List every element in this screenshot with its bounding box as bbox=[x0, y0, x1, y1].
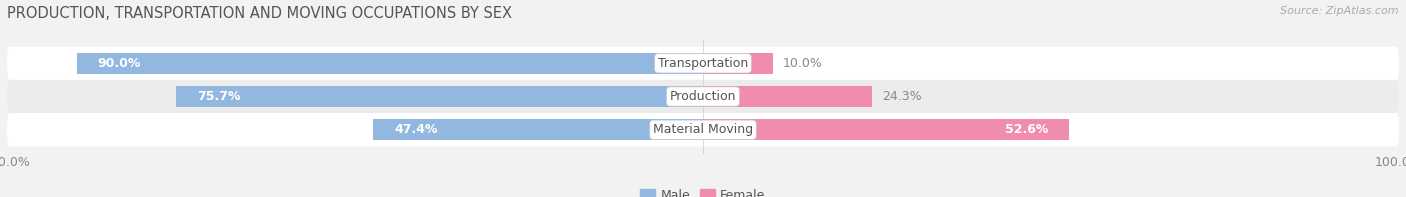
Text: Transportation: Transportation bbox=[658, 57, 748, 70]
Text: 47.4%: 47.4% bbox=[394, 123, 437, 136]
Bar bbox=[76, 53, 703, 74]
Text: Material Moving: Material Moving bbox=[652, 123, 754, 136]
Text: 24.3%: 24.3% bbox=[883, 90, 922, 103]
FancyBboxPatch shape bbox=[7, 47, 1399, 80]
Text: Source: ZipAtlas.com: Source: ZipAtlas.com bbox=[1281, 6, 1399, 16]
Bar bbox=[373, 119, 703, 140]
Legend: Male, Female: Male, Female bbox=[636, 184, 770, 197]
FancyBboxPatch shape bbox=[7, 113, 1399, 146]
Bar bbox=[703, 53, 773, 74]
FancyBboxPatch shape bbox=[7, 80, 1399, 113]
Text: Production: Production bbox=[669, 90, 737, 103]
Bar bbox=[703, 86, 872, 107]
Bar bbox=[703, 119, 1069, 140]
Bar bbox=[176, 86, 703, 107]
Text: 90.0%: 90.0% bbox=[97, 57, 141, 70]
Text: 75.7%: 75.7% bbox=[197, 90, 240, 103]
Text: 52.6%: 52.6% bbox=[1005, 123, 1049, 136]
Text: PRODUCTION, TRANSPORTATION AND MOVING OCCUPATIONS BY SEX: PRODUCTION, TRANSPORTATION AND MOVING OC… bbox=[7, 6, 512, 21]
Text: 10.0%: 10.0% bbox=[783, 57, 823, 70]
